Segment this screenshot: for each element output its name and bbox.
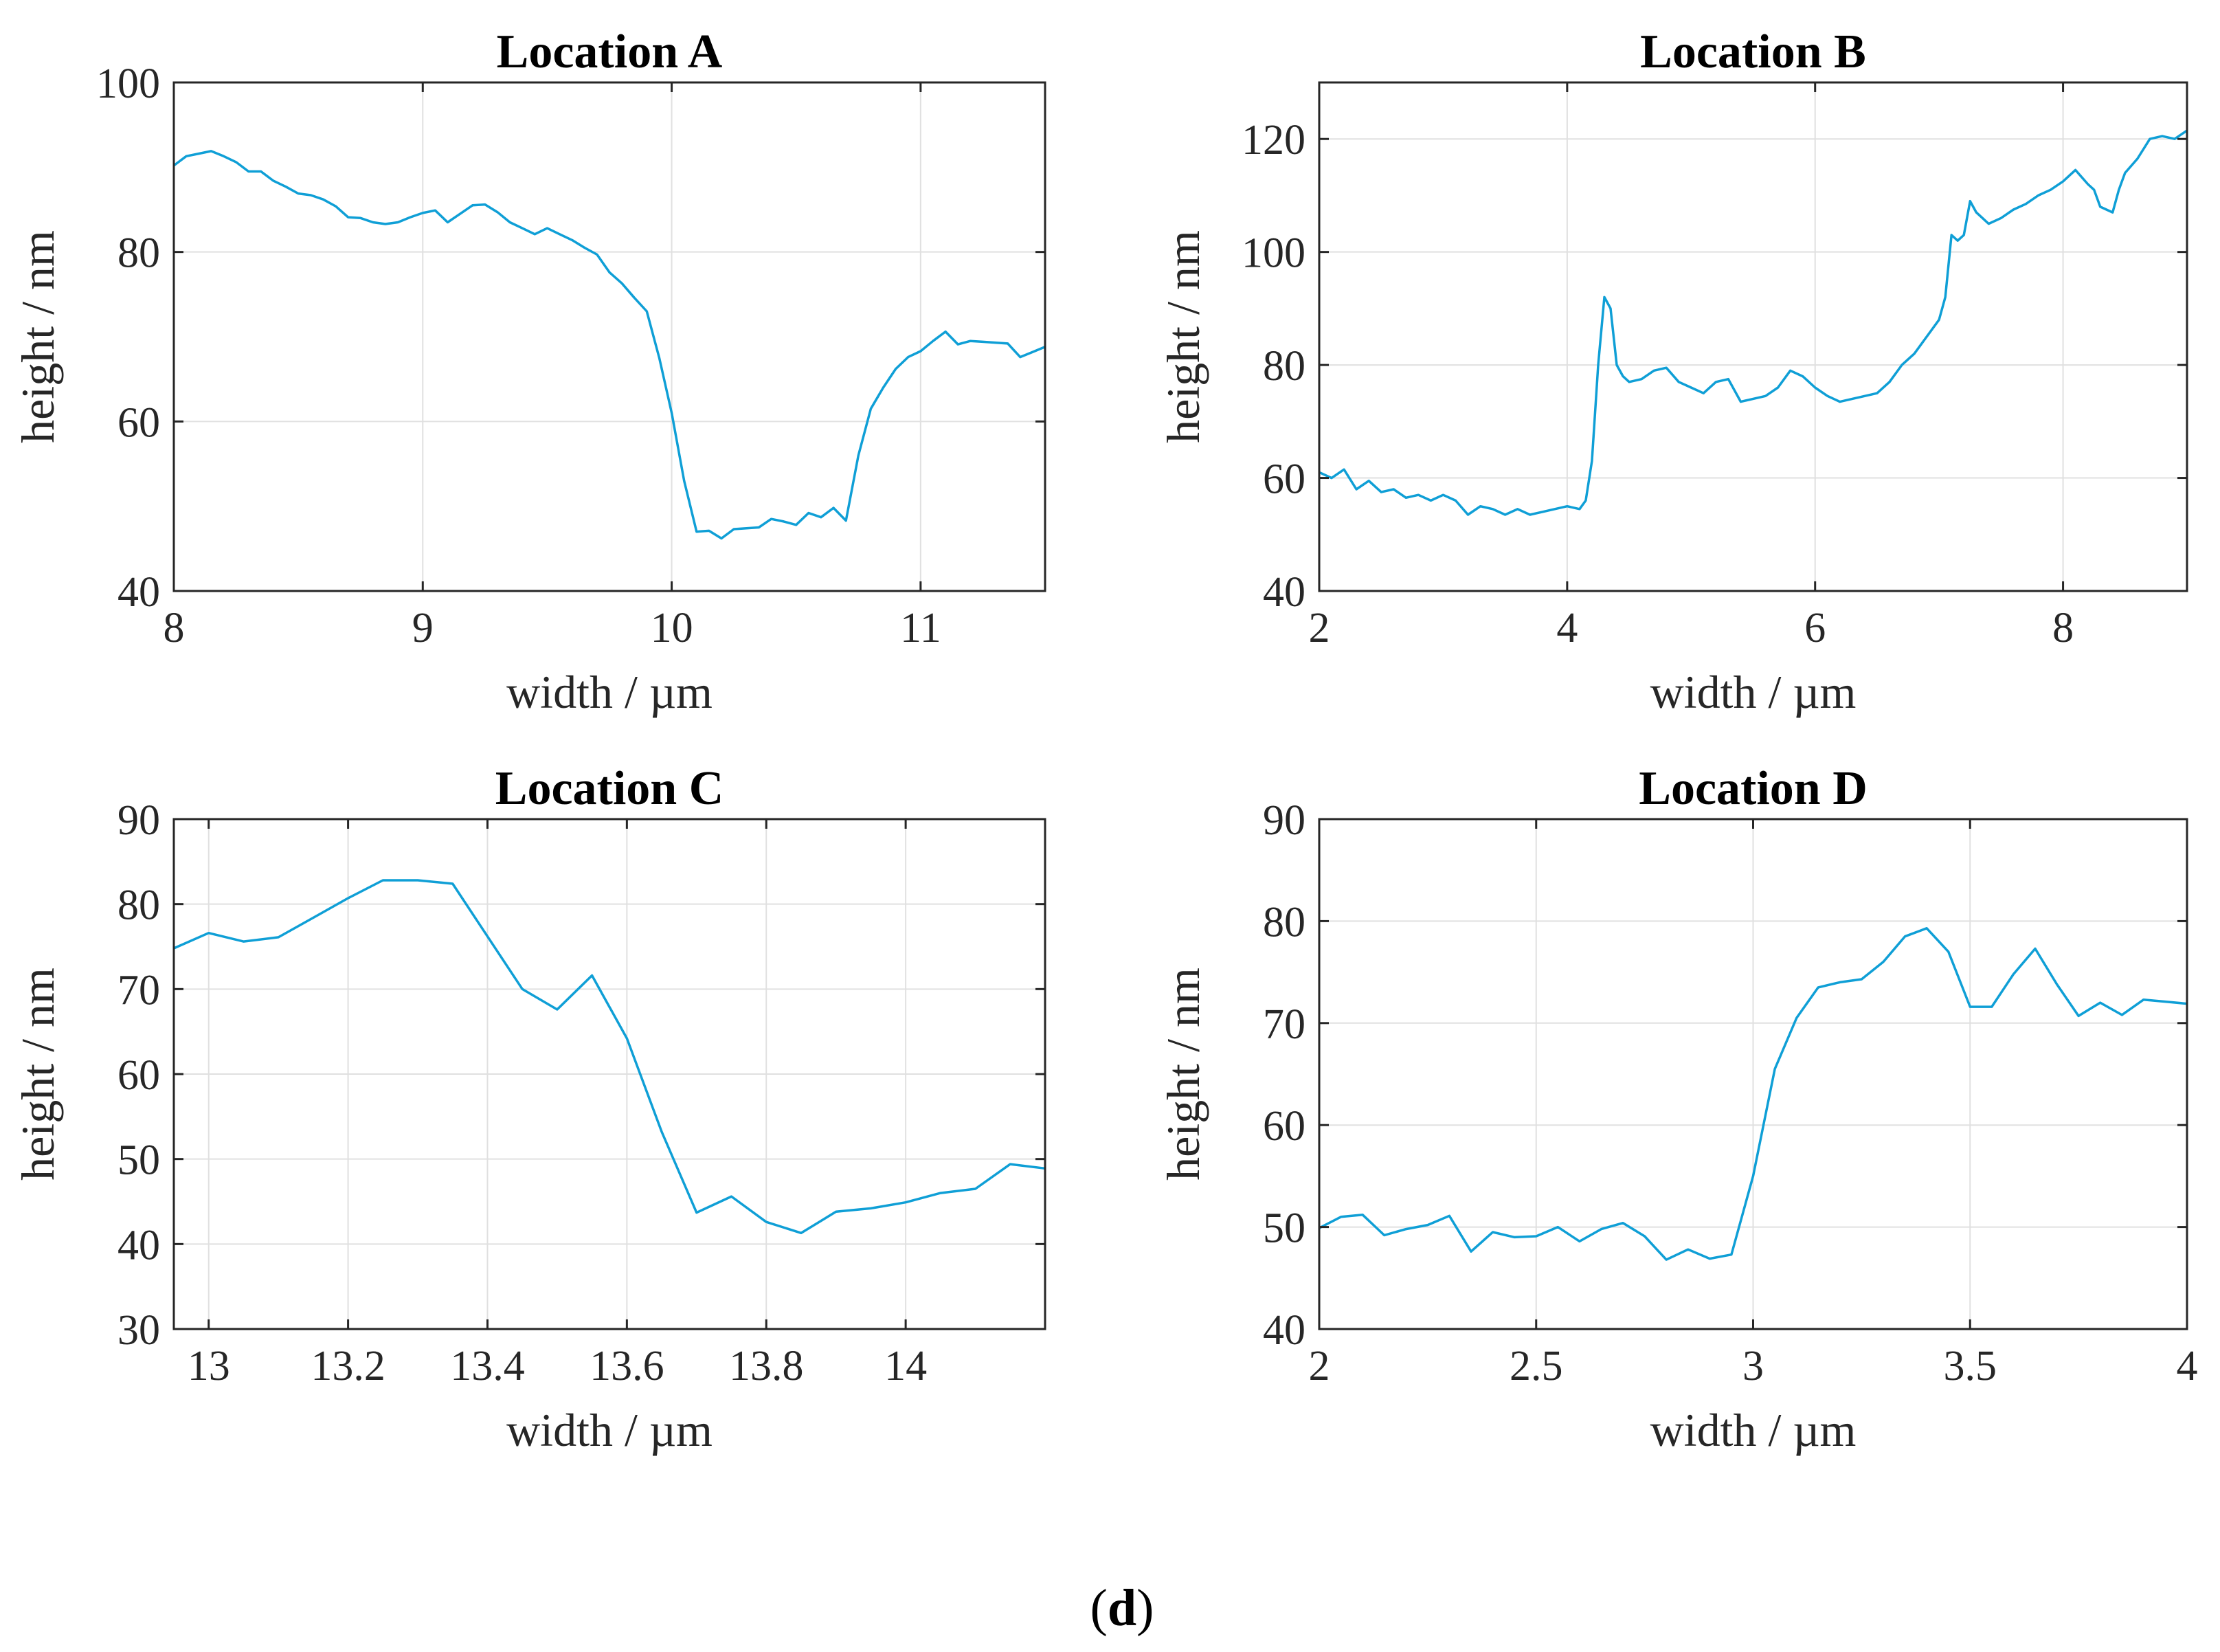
y-tick-label: 70 <box>117 967 160 1014</box>
x-tick-label: 13.8 <box>729 1343 804 1389</box>
series-line <box>1319 129 2188 516</box>
y-tick-label: 70 <box>1263 1001 1305 1048</box>
x-tick-label: 2 <box>1309 605 1330 651</box>
x-tick-label: 6 <box>1804 605 1826 651</box>
x-tick-label: 8 <box>2052 605 2074 651</box>
y-tick-label: 80 <box>1263 343 1305 390</box>
y-tick-label: 40 <box>1263 1307 1305 1354</box>
x-axis-label: width / µm <box>506 666 713 718</box>
chart-title: Location C <box>495 762 724 815</box>
x-axis-label: width / µm <box>506 1404 713 1456</box>
y-axis-label: height / nm <box>12 968 64 1181</box>
x-axis-label: width / µm <box>1650 1404 1857 1456</box>
y-tick-label: 60 <box>117 399 160 446</box>
chart-title: Location A <box>497 25 723 78</box>
axes-frame <box>172 81 1046 592</box>
chart-location-d: 2 2.5 3 3.5 4 40 50 60 70 80 90 Location D width / µ… <box>1157 762 2198 1456</box>
series-line <box>1319 927 2188 1261</box>
series-line <box>172 150 1046 540</box>
x-tick-label: 3.5 <box>1944 1343 1997 1389</box>
y-tick-label: 40 <box>117 569 160 616</box>
x-tick-label: 13 <box>188 1343 230 1389</box>
plot-area <box>1319 82 2187 591</box>
y-tick-label: 90 <box>1263 797 1305 844</box>
y-tick-label: 60 <box>1263 1103 1305 1150</box>
x-tick-label: 2.5 <box>1510 1343 1563 1389</box>
y-tick-label: 100 <box>1242 230 1305 277</box>
y-tick-label: 80 <box>117 882 160 929</box>
x-tick-label: 14 <box>884 1343 927 1389</box>
chart-location-c: 13 13.2 13.4 13.6 13.8 14 30 40 50 60 70 80 90 Locati… <box>12 762 1046 1456</box>
x-axis-label: width / µm <box>1650 666 1857 718</box>
x-tick-label: 13.6 <box>590 1343 664 1389</box>
y-tick-label: 100 <box>96 60 160 107</box>
y-axis-label: height / nm <box>1157 230 1209 443</box>
series-line <box>173 879 1046 1235</box>
y-tick-label: 80 <box>117 230 160 277</box>
x-tick-label: 2 <box>1309 1343 1330 1389</box>
x-tick-label: 11 <box>900 605 941 651</box>
y-tick-label: 120 <box>1242 117 1305 164</box>
x-tick-label: 3 <box>1742 1343 1764 1389</box>
x-tick-label: 10 <box>651 605 693 651</box>
chart-location-a: 8 9 10 11 40 60 80 100 Location A width / µm heigh… <box>12 25 1046 718</box>
chart-title: Location B <box>1640 25 1866 78</box>
panel-caption: (d) <box>1090 1579 1154 1637</box>
y-tick-label: 40 <box>117 1222 160 1269</box>
y-tick-label: 50 <box>117 1137 160 1184</box>
x-tick-label: 4 <box>2177 1343 2198 1389</box>
y-tick-label: 50 <box>1263 1205 1305 1252</box>
x-tick-label: 13.4 <box>450 1343 525 1389</box>
chart-title: Location D <box>1639 762 1868 815</box>
chart-location-b: 2 4 6 8 40 60 80 100 120 Location B width / µm heig… <box>1157 25 2188 718</box>
axes-frame <box>1318 81 2188 592</box>
y-tick-label: 80 <box>1263 899 1305 946</box>
x-tick-label: 4 <box>1556 605 1578 651</box>
x-tick-label: 9 <box>412 605 434 651</box>
y-tick-label: 60 <box>117 1052 160 1099</box>
x-tick-label: 8 <box>164 605 185 651</box>
plot-area <box>174 82 1045 591</box>
y-tick-label: 30 <box>117 1307 160 1354</box>
y-tick-label: 60 <box>1263 456 1305 503</box>
y-tick-label: 90 <box>117 797 160 844</box>
x-tick-label: 13.2 <box>311 1343 385 1389</box>
y-axis-label: height / nm <box>1157 968 1209 1181</box>
y-axis-label: height / nm <box>12 230 64 443</box>
y-tick-label: 40 <box>1263 569 1305 616</box>
